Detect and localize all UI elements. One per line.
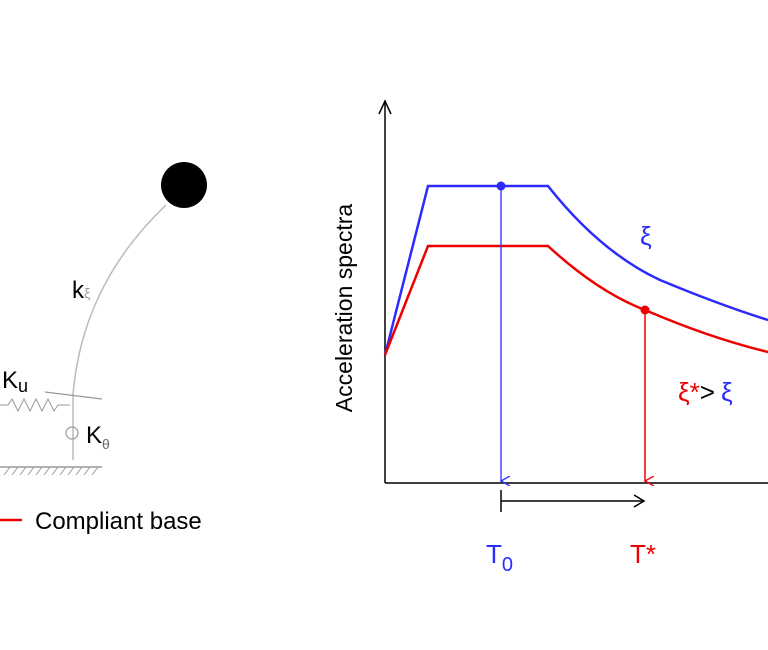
mass bbox=[161, 162, 207, 208]
symbol: K bbox=[86, 422, 102, 449]
structure-model: kξ Ku Kθ bbox=[0, 162, 207, 476]
rotational-spring bbox=[65, 426, 79, 440]
rhs: ξ bbox=[721, 377, 733, 407]
compliant-period-label: T* bbox=[630, 539, 656, 569]
base-plate bbox=[44, 391, 103, 400]
subscript: θ bbox=[102, 436, 110, 452]
translational-spring bbox=[0, 397, 70, 413]
column bbox=[72, 204, 167, 460]
spectra-plot: Acceleration spectra ξ ξ*> ξ T0 T* bbox=[331, 99, 768, 576]
symbol: T bbox=[486, 539, 502, 569]
symbol: k bbox=[72, 277, 85, 304]
subscript: u bbox=[18, 376, 28, 396]
lhs: ξ* bbox=[678, 377, 700, 407]
subscript: ξ bbox=[84, 285, 90, 301]
subscript: 0 bbox=[502, 554, 513, 576]
y-axis-label: Acceleration spectra bbox=[331, 204, 357, 413]
red-curve-label: ξ*> ξ bbox=[678, 377, 733, 407]
ground-hatch bbox=[3, 466, 99, 476]
y-axis-arrow bbox=[378, 99, 392, 115]
blue-curve-label: ξ bbox=[640, 221, 652, 251]
rotational-spring-label: Kθ bbox=[86, 422, 110, 452]
fixed-base-spectrum bbox=[383, 184, 768, 356]
period-shift-arrow bbox=[633, 494, 646, 508]
symbol: K bbox=[2, 367, 18, 394]
column-stiffness-label: kξ bbox=[72, 277, 90, 304]
legend-label: Compliant base bbox=[35, 508, 202, 535]
operator: > bbox=[700, 377, 715, 407]
translational-spring-label: Ku bbox=[2, 367, 28, 396]
fixed-period-label: T0 bbox=[486, 539, 513, 576]
